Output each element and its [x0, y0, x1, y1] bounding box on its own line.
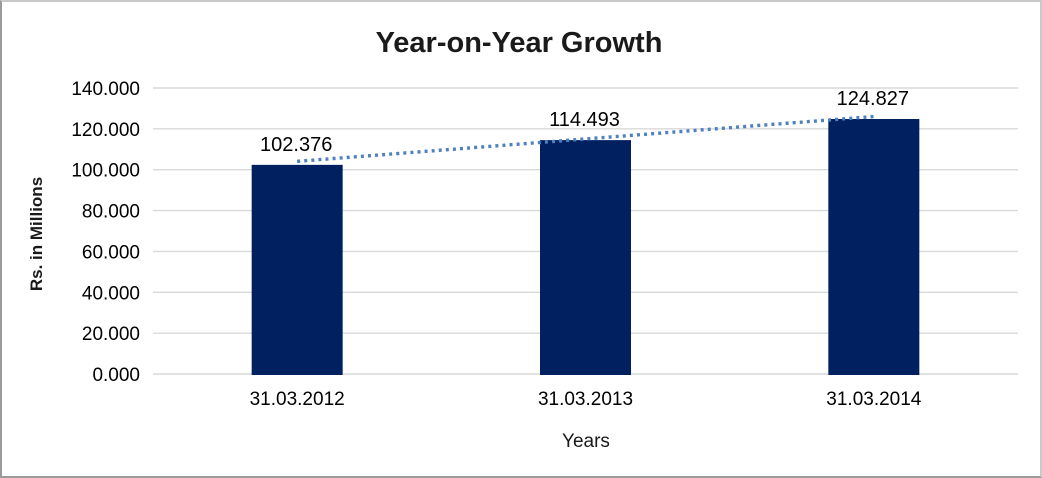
y-axis-title: Rs. in Millions [27, 177, 46, 291]
x-tick-labels: 31.03.2012 31.03.2013 31.03.2014 [250, 389, 922, 410]
x-axis-title: Years [562, 431, 610, 452]
y-tick-label: 120.000 [71, 120, 140, 141]
y-tick-label: 60.000 [82, 242, 140, 263]
chart-title: Year-on-Year Growth [376, 27, 663, 59]
bar [251, 164, 343, 375]
y-tick-label: 0.000 [92, 365, 140, 386]
x-tick-label: 31.03.2012 [250, 389, 345, 410]
y-tick-label: 100.000 [71, 161, 140, 182]
x-tick-label: 31.03.2014 [826, 389, 922, 410]
bar [828, 118, 920, 375]
bar-value-label: 124.827 [837, 88, 909, 110]
bar [540, 140, 631, 375]
y-tick-labels: 0.000 20.000 40.000 60.000 80.000 100.000 120.… [71, 79, 140, 386]
bar-value-label: 114.493 [549, 109, 620, 131]
x-tick-label: 31.03.2013 [538, 389, 633, 410]
bar-value-label: 102.376 [260, 134, 332, 156]
bars [251, 118, 920, 375]
y-tick-label: 140.000 [71, 79, 140, 100]
y-tick-label: 40.000 [82, 283, 140, 304]
y-tick-label: 20.000 [82, 324, 140, 345]
data-labels: 102.376 114.493 124.827 [260, 88, 909, 156]
y-tick-label: 80.000 [82, 202, 140, 223]
